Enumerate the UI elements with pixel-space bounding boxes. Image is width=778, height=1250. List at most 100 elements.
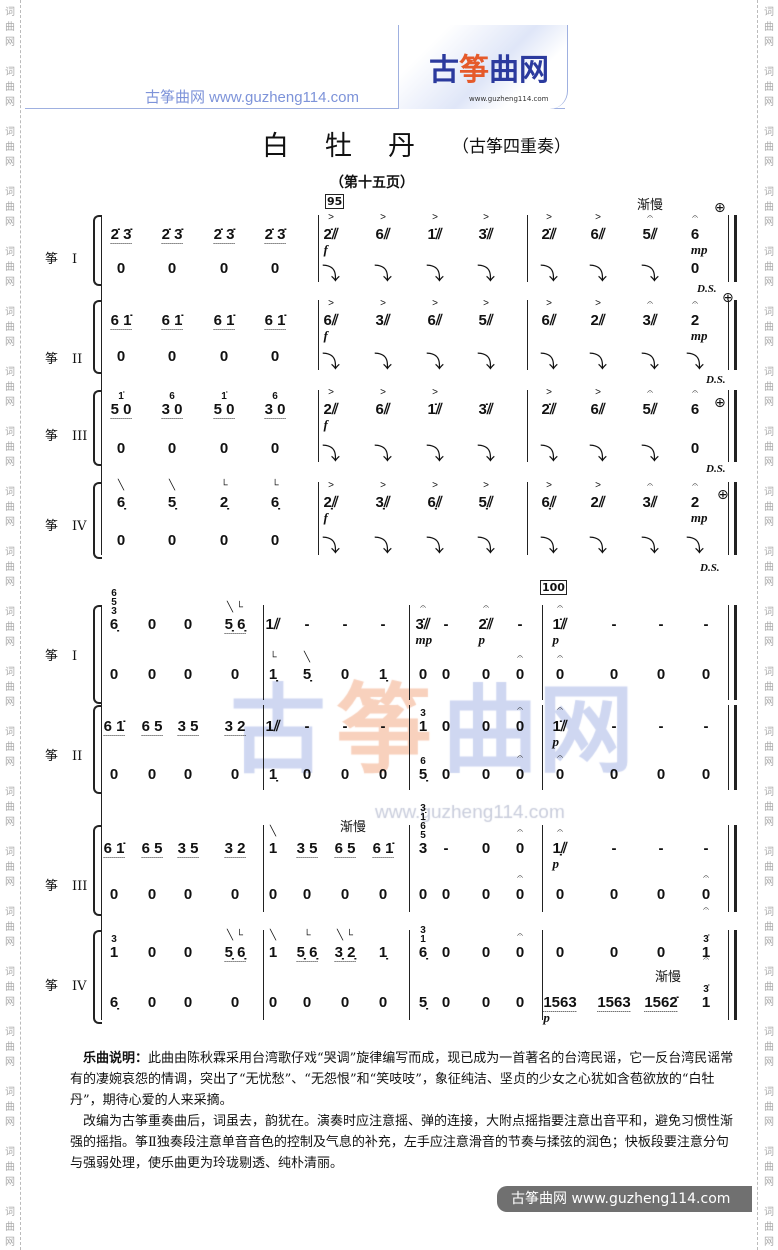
margin-watermark-text: 词曲网 — [764, 607, 774, 648]
banner-site-text[interactable]: 古筝曲网 www.guzheng114.com — [145, 89, 359, 106]
note-text: 0 — [515, 718, 525, 735]
barline — [527, 390, 528, 462]
note: 6⫽ > — [375, 212, 390, 243]
note: - — [659, 840, 664, 857]
margin-watermark-text: 词曲网 — [764, 187, 774, 228]
dynamic-mark: f — [323, 242, 328, 257]
margin-watermark-text: 词曲网 — [5, 727, 15, 768]
articulation-mark: 𝄐 — [517, 872, 523, 883]
glissando-arrow-icon: ⤵ — [641, 440, 659, 466]
coda-symbol: ⊕ — [714, 395, 726, 411]
note: - — [704, 616, 709, 633]
note-text: 3⫽ — [642, 494, 658, 511]
note-text: 0 — [219, 348, 229, 365]
articulation-mark: ╲ — [269, 826, 277, 837]
note: 0 — [117, 532, 125, 549]
note-text: 1̣ — [268, 766, 278, 783]
note: 2̇ 3̇ — [213, 226, 235, 244]
note: 0 — [482, 766, 490, 783]
final-barline — [728, 825, 737, 912]
margin-watermark-text: 词曲网 — [764, 787, 774, 828]
instrument-numeral: II — [72, 749, 83, 764]
note-text: 2 — [690, 494, 700, 511]
articulation-mark: └ — [303, 930, 311, 941]
barline — [527, 215, 528, 282]
note: 6⫽ > f — [323, 298, 338, 343]
note: 0 — [691, 440, 699, 457]
note-text: 0 — [183, 766, 193, 783]
note-text: 0 — [219, 532, 229, 549]
staff-brace — [93, 705, 102, 794]
instrument-numeral: IV — [72, 979, 87, 994]
chord-notes: 3 — [111, 934, 117, 945]
note-text: 0 — [555, 944, 565, 961]
note-text: 0 — [690, 260, 700, 277]
note-text: 0 — [481, 840, 491, 857]
instrument-label-4: 筝 IV — [45, 515, 87, 534]
note: 6 1̇ — [213, 312, 235, 330]
final-barline — [728, 482, 737, 555]
note-text: ⤵ — [426, 352, 444, 372]
articulation-mark: ╲ — [168, 480, 176, 491]
note-text: 1̣⫽ — [552, 840, 568, 857]
note: 0 — [556, 944, 564, 961]
barline — [318, 482, 319, 555]
note: 3̇⫽ — [478, 401, 493, 418]
note-text: 0 — [555, 886, 565, 903]
note: 5 0 1̇ — [213, 392, 235, 419]
note-text: 0 — [340, 666, 350, 683]
note-text: ⤵ — [540, 536, 558, 556]
note-text: 0 — [109, 766, 119, 783]
articulation-mark: > — [380, 480, 386, 491]
glissando-arrow-icon: ⤵ — [589, 260, 607, 286]
margin-watermark-text: 词曲网 — [5, 967, 15, 1008]
instrument-name: 筝 — [45, 252, 59, 267]
instrument-numeral: IV — [72, 519, 87, 534]
articulation-mark: > — [595, 480, 601, 491]
footer-site-badge[interactable]: 古筝曲网 www.guzheng114.com — [497, 1186, 752, 1212]
note-text: - — [304, 616, 310, 633]
note-text: 0 — [441, 666, 451, 683]
glissando-arrow-icon: ⤵ — [540, 260, 558, 286]
note-text: ⤵ — [426, 536, 444, 556]
note-text: 0 — [340, 766, 350, 783]
articulation-mark: └ — [269, 652, 277, 663]
site-logo[interactable]: 古筝曲网 www.guzheng114.com — [398, 25, 568, 109]
note-text: 6 5 — [141, 840, 163, 858]
note: 5̣ 6̣ └ — [296, 930, 318, 962]
note: 2̇⫽ > — [541, 212, 556, 243]
note: 3 5 — [177, 718, 199, 736]
note: 0 — [184, 666, 192, 683]
note-text: 0 — [441, 718, 451, 735]
note-text: 1 — [701, 994, 711, 1011]
note: 0 — [269, 886, 277, 903]
note-text: 6 — [690, 401, 700, 418]
instrument-numeral: I — [72, 252, 78, 267]
note: - — [305, 616, 310, 633]
articulation-mark: > — [380, 387, 386, 398]
score-title: 白牡丹 — [262, 131, 451, 162]
tempo-mark-rit: 渐慢 — [340, 820, 367, 835]
instrument-name: 筝 — [45, 649, 59, 664]
note: 0 — [379, 766, 387, 783]
glissando-arrow-icon: ⤵ — [477, 260, 495, 286]
articulation-mark: > — [546, 387, 552, 398]
note: 0 — [148, 886, 156, 903]
barline — [318, 215, 319, 282]
note: 0 — [303, 994, 311, 1011]
note-text: 0 — [656, 766, 666, 783]
note-text: 5 0 — [110, 401, 132, 419]
note-text: 6 — [690, 226, 700, 243]
note-text: 5̣ — [418, 994, 428, 1011]
note-text: 6 1̇ — [103, 840, 125, 858]
instrument-name: 筝 — [45, 879, 59, 894]
note: 0 — [442, 766, 450, 783]
note-text: - — [342, 718, 348, 735]
note: 0 — [231, 994, 239, 1011]
margin-watermark-text: 词曲网 — [764, 1147, 774, 1188]
final-barline — [728, 705, 737, 790]
note-text: 0 — [701, 666, 711, 683]
margin-watermark-text: 词曲网 — [5, 67, 15, 108]
note-text: ⤵ — [322, 264, 340, 284]
